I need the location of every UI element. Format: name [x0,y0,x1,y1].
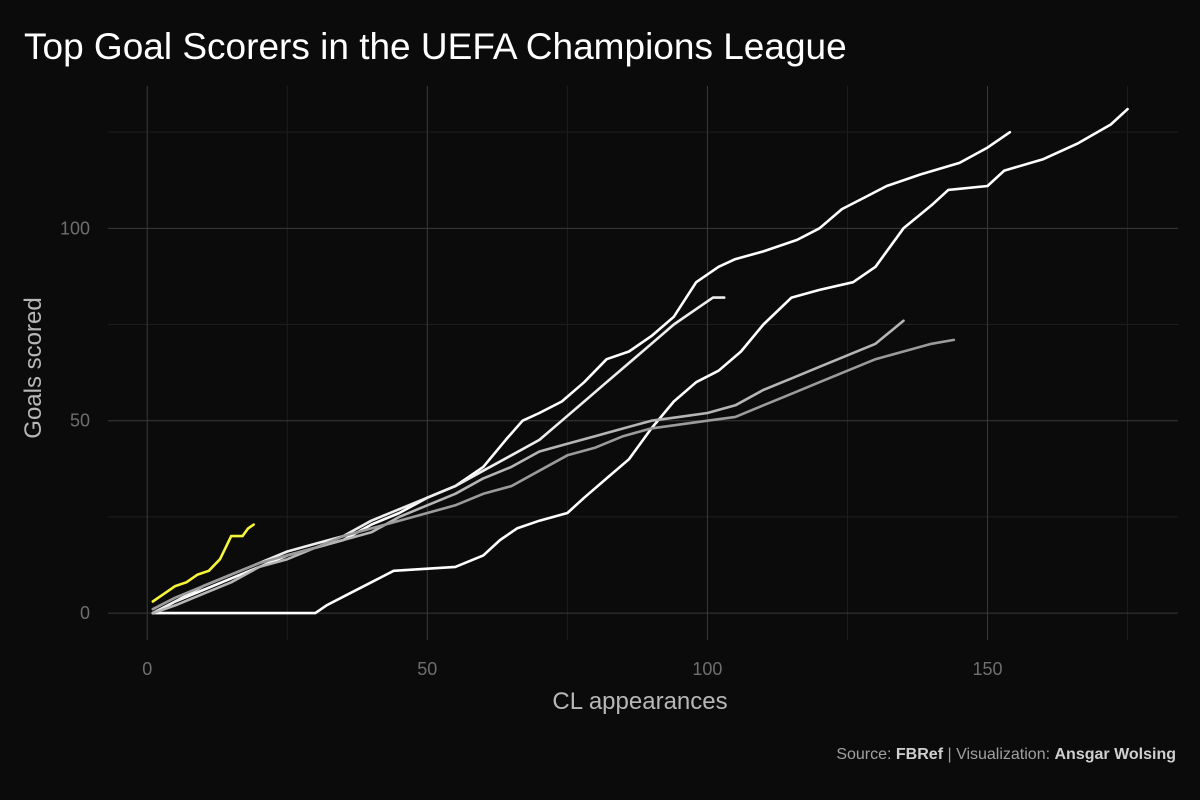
chart-title: Top Goal Scorers in the UEFA Champions L… [24,26,847,67]
caption: Source: FBRef | Visualization: Ansgar Wo… [836,746,1176,764]
series-lines [151,107,1129,615]
series-line-5 [151,338,956,611]
caption-prefix: Source: [836,746,896,763]
y-axis-title: Goals scored [20,297,47,438]
axis-ticks: 0 50 100 0 50 100 150 [60,218,1003,679]
x-axis-title: CL appearances [552,688,727,715]
y-tick-label: 100 [60,218,90,238]
x-tick-label: 150 [973,659,1003,679]
series-line-4 [151,319,905,615]
grid [108,86,1178,640]
y-tick-label: 0 [80,603,90,623]
x-tick-label: 100 [692,659,722,679]
x-tick-label: 0 [142,659,152,679]
highlighted-series-line [151,523,255,603]
caption-source: FBRef [895,746,944,763]
caption-author: Ansgar Wolsing [1054,746,1177,763]
y-tick-label: 50 [70,411,90,431]
series-line-1 [151,107,1129,615]
x-tick-label: 50 [417,659,437,679]
caption-middle: | Visualization: [943,746,1055,763]
series-line-2 [151,130,1012,615]
